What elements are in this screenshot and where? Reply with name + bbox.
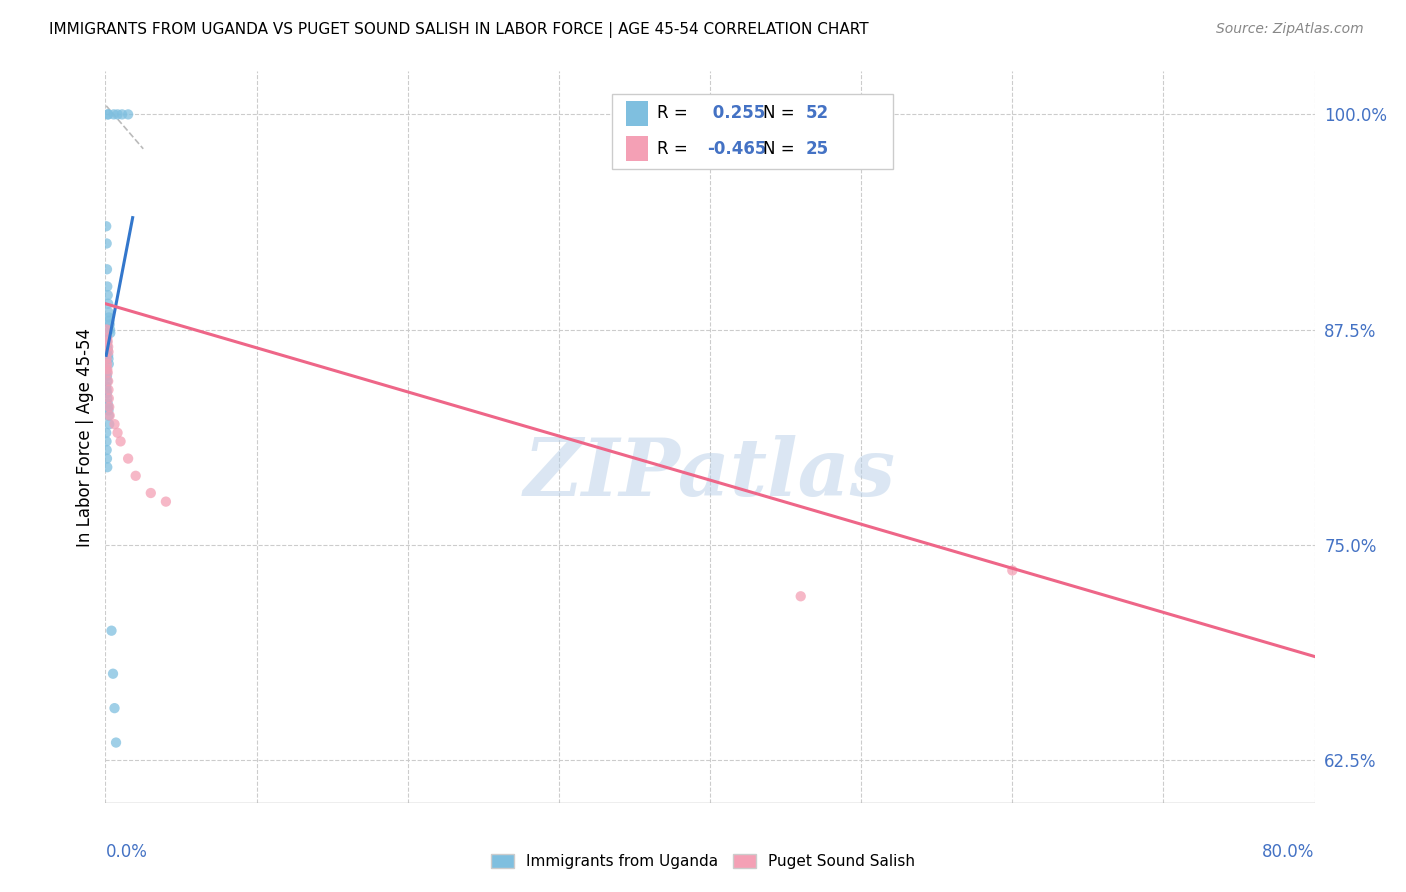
Text: 52: 52 <box>806 104 828 122</box>
Point <box>97 107 120 121</box>
Point <box>96 262 118 277</box>
Point <box>96 331 118 345</box>
Text: N =: N = <box>763 140 800 158</box>
Legend: Immigrants from Uganda, Puget Sound Salish: Immigrants from Uganda, Puget Sound Sali… <box>485 847 921 875</box>
Point <box>97 351 120 366</box>
Point <box>100 624 122 638</box>
Point <box>96 392 118 406</box>
Point <box>124 468 148 483</box>
Point <box>97 334 120 349</box>
Point <box>98 314 121 328</box>
Point <box>96 340 118 354</box>
Point <box>97 288 120 302</box>
Point <box>790 589 813 603</box>
Point <box>103 107 125 121</box>
Point <box>96 434 118 449</box>
Point <box>96 362 118 376</box>
Point <box>96 379 118 393</box>
Point <box>96 425 118 440</box>
Point <box>107 107 129 121</box>
Point <box>111 107 134 121</box>
Point <box>101 666 124 681</box>
Point <box>155 494 177 508</box>
Point <box>97 400 120 414</box>
Point <box>98 417 121 432</box>
Point <box>97 403 120 417</box>
Text: R =: R = <box>657 104 693 122</box>
Text: Source: ZipAtlas.com: Source: ZipAtlas.com <box>1216 22 1364 37</box>
Point <box>97 107 120 121</box>
Point <box>96 279 118 293</box>
Point <box>96 331 118 345</box>
Point <box>97 392 120 406</box>
Point <box>97 374 120 388</box>
Point <box>96 460 118 475</box>
Point <box>100 847 122 862</box>
Text: 25: 25 <box>806 140 828 158</box>
Point <box>110 434 132 449</box>
Point <box>96 366 118 380</box>
Point <box>96 334 118 349</box>
Point <box>96 383 118 397</box>
Point <box>97 305 120 319</box>
Point <box>96 357 118 371</box>
Point <box>96 331 118 345</box>
Point <box>96 219 118 234</box>
Point <box>98 318 121 332</box>
Point <box>96 442 118 457</box>
Point <box>98 400 121 414</box>
Point <box>97 310 120 325</box>
Point <box>96 374 118 388</box>
Point <box>98 822 121 836</box>
Point <box>103 417 125 432</box>
Point <box>97 366 120 380</box>
Point <box>98 326 121 340</box>
Point <box>117 107 139 121</box>
Point <box>98 409 121 423</box>
Point <box>117 451 139 466</box>
Point <box>97 409 120 423</box>
Text: 0.0%: 0.0% <box>105 843 148 861</box>
Y-axis label: In Labor Force | Age 45-54: In Labor Force | Age 45-54 <box>76 327 94 547</box>
Point <box>105 735 128 749</box>
Point <box>97 396 120 410</box>
Text: 80.0%: 80.0% <box>1263 843 1315 861</box>
Point <box>97 383 120 397</box>
Point <box>97 344 120 359</box>
Point <box>98 322 121 336</box>
Point <box>97 340 120 354</box>
Point <box>96 451 118 466</box>
Point <box>96 236 118 251</box>
Point <box>97 296 120 310</box>
Text: -0.465: -0.465 <box>707 140 766 158</box>
Point <box>139 486 162 500</box>
Point <box>1001 564 1024 578</box>
Point <box>96 369 118 384</box>
Point <box>97 357 120 371</box>
Point <box>96 362 118 376</box>
Text: R =: R = <box>657 140 693 158</box>
Point <box>97 343 120 358</box>
Point <box>96 351 118 366</box>
Point <box>97 348 120 362</box>
Point <box>103 701 125 715</box>
Point <box>107 425 129 440</box>
Point <box>103 881 125 892</box>
Text: N =: N = <box>763 104 800 122</box>
Point <box>101 864 124 879</box>
Point <box>96 322 118 336</box>
Text: IMMIGRANTS FROM UGANDA VS PUGET SOUND SALISH IN LABOR FORCE | AGE 45-54 CORRELAT: IMMIGRANTS FROM UGANDA VS PUGET SOUND SA… <box>49 22 869 38</box>
Text: ZIPatlas: ZIPatlas <box>524 435 896 512</box>
Text: 0.255: 0.255 <box>707 104 765 122</box>
Point <box>96 386 118 401</box>
